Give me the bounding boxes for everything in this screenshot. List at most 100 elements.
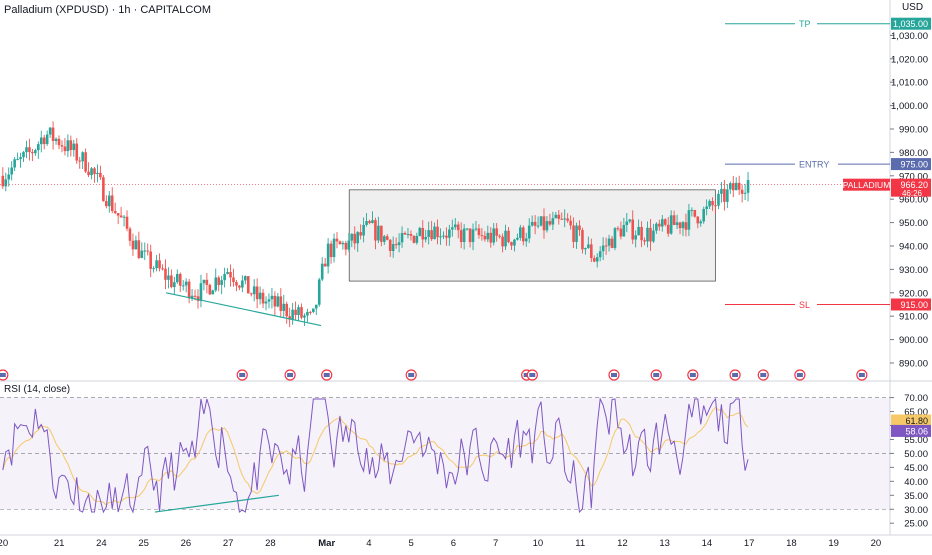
time-tick-label: 10 bbox=[533, 538, 544, 549]
range-rectangle bbox=[348, 189, 716, 282]
candle-body bbox=[232, 277, 235, 283]
candle-body bbox=[663, 219, 667, 225]
candle-body bbox=[604, 245, 608, 247]
candle-body bbox=[66, 140, 70, 152]
candle-body bbox=[519, 227, 522, 238]
candle-body bbox=[456, 224, 460, 231]
candle-body bbox=[400, 232, 404, 243]
candle-body bbox=[229, 272, 232, 278]
candle-body bbox=[619, 228, 623, 237]
flag-icon bbox=[732, 373, 739, 377]
candle-body bbox=[90, 168, 93, 176]
price-tick-label: 950.00 bbox=[899, 218, 928, 229]
candle-body bbox=[655, 223, 658, 231]
stop-loss-label: SL bbox=[799, 300, 810, 310]
time-axis[interactable]: 20 21 24 25 26 27 28 Mar 4 5 6 7 10 11 12 13 14 17 18 19 20 bbox=[0, 538, 881, 549]
rsi-tick-label: 70.00 bbox=[904, 393, 928, 404]
candle-body bbox=[246, 276, 250, 294]
currency-label[interactable]: USD bbox=[901, 2, 924, 13]
rsi-ma-value-tag bbox=[891, 414, 931, 427]
rsi-tick-label: 25.00 bbox=[904, 519, 928, 530]
candle-body bbox=[323, 263, 327, 267]
candle-body bbox=[737, 182, 741, 190]
candle-body bbox=[51, 127, 55, 141]
flag-icon bbox=[0, 373, 6, 377]
price-candles[interactable] bbox=[1, 121, 750, 328]
event-markers[interactable] bbox=[0, 369, 868, 381]
trade-lines[interactable]: TP ENTRY SL bbox=[0, 18, 890, 327]
time-tick-label: 17 bbox=[744, 538, 755, 549]
candle-body bbox=[572, 225, 575, 242]
time-tick-label: 20 bbox=[0, 538, 8, 549]
candle-body bbox=[238, 285, 241, 288]
candle-body bbox=[492, 228, 496, 243]
time-tick-label: 24 bbox=[96, 538, 107, 549]
candle-body bbox=[190, 295, 194, 299]
candle-body bbox=[468, 228, 472, 243]
candle-body bbox=[729, 183, 732, 190]
candle-body bbox=[134, 240, 138, 250]
price-tick-label: 940.00 bbox=[899, 241, 928, 252]
rsi-pane[interactable] bbox=[0, 397, 890, 514]
candle-body bbox=[25, 147, 28, 153]
candle-body bbox=[199, 283, 203, 301]
candle-body bbox=[63, 146, 67, 152]
candle-body bbox=[217, 277, 220, 285]
candle-body bbox=[717, 193, 720, 206]
candle-body bbox=[699, 221, 703, 224]
candle-body bbox=[45, 134, 49, 145]
time-tick-label: 6 bbox=[451, 538, 456, 549]
candle-body bbox=[740, 189, 744, 194]
entry-label: ENTRY bbox=[799, 160, 829, 170]
candle-body bbox=[371, 220, 374, 224]
price-axis[interactable]: 1,030.00 1,020.00 1,010.00 1,000.00 990.00 98… bbox=[843, 17, 931, 530]
candle-body bbox=[380, 225, 383, 242]
candle-body bbox=[99, 172, 102, 178]
take-profit-price-tag-label: 1,035.00 bbox=[893, 19, 928, 29]
price-tick-label: 900.00 bbox=[899, 335, 928, 346]
candle-body bbox=[551, 218, 555, 225]
candle-body bbox=[205, 279, 209, 285]
candle-body bbox=[578, 225, 581, 231]
candle-body bbox=[320, 263, 324, 280]
candle-body bbox=[649, 227, 652, 242]
candle-body bbox=[291, 309, 294, 320]
candle-body bbox=[696, 216, 700, 224]
candle-body bbox=[22, 152, 25, 158]
candle-body bbox=[4, 179, 8, 187]
candle-body bbox=[249, 293, 253, 295]
candle-body bbox=[338, 241, 342, 245]
candle-body bbox=[350, 233, 354, 241]
candle-body bbox=[418, 227, 422, 236]
candle-body bbox=[125, 216, 129, 229]
bar-countdown-label: 46:26 bbox=[902, 189, 923, 198]
candle-body bbox=[524, 238, 528, 242]
candle-body bbox=[628, 219, 632, 222]
candle-body bbox=[173, 282, 176, 288]
consolidation-range-box[interactable] bbox=[348, 189, 716, 282]
candle-body bbox=[507, 230, 510, 243]
candle-body bbox=[726, 189, 729, 202]
candle-body bbox=[137, 240, 141, 258]
candle-body bbox=[264, 301, 268, 304]
rsi-tick-label: 40.00 bbox=[904, 477, 928, 488]
price-tick-label: 1,020.00 bbox=[891, 54, 928, 65]
candle-body bbox=[684, 222, 688, 230]
candle-body bbox=[637, 226, 640, 236]
candle-body bbox=[666, 224, 670, 234]
symbol-name-tag bbox=[843, 178, 890, 191]
time-tick-label: 19 bbox=[828, 538, 839, 549]
candle-body bbox=[409, 234, 413, 236]
candle-body bbox=[542, 216, 546, 231]
symbol-name-label: PALLADIUM bbox=[843, 180, 891, 190]
entry-price-tag bbox=[891, 158, 931, 171]
rsi-tick-label: 50.00 bbox=[904, 449, 928, 460]
candle-body bbox=[453, 224, 457, 228]
candle-body bbox=[273, 295, 277, 307]
time-tick-label: 26 bbox=[181, 538, 192, 549]
candle-body bbox=[31, 152, 34, 154]
candle-body bbox=[560, 218, 564, 220]
candle-body bbox=[433, 226, 436, 240]
